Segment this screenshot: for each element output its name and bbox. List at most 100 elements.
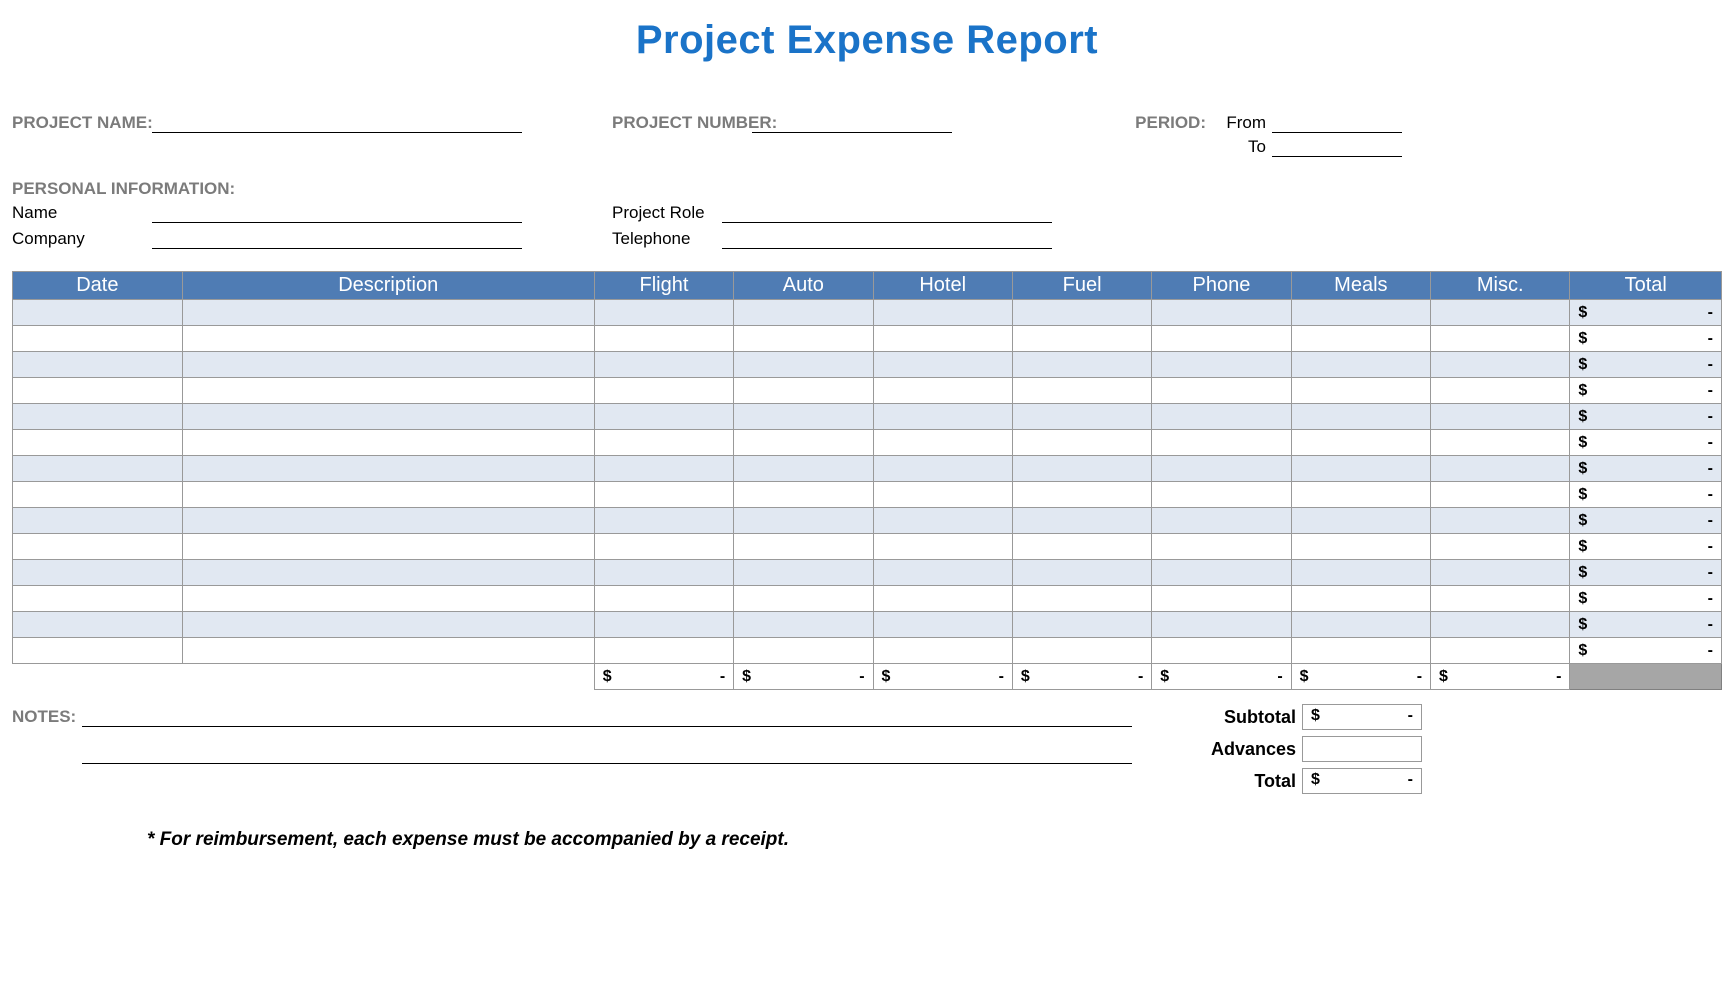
table-cell[interactable] bbox=[594, 404, 733, 430]
table-cell[interactable] bbox=[1291, 300, 1430, 326]
table-cell[interactable] bbox=[13, 378, 183, 404]
table-cell[interactable] bbox=[182, 456, 594, 482]
table-cell[interactable] bbox=[182, 404, 594, 430]
table-cell[interactable] bbox=[873, 430, 1012, 456]
table-cell[interactable] bbox=[873, 326, 1012, 352]
period-to-field[interactable] bbox=[1272, 137, 1402, 157]
table-cell[interactable] bbox=[1152, 326, 1291, 352]
table-cell[interactable] bbox=[1291, 612, 1430, 638]
table-cell[interactable] bbox=[1152, 352, 1291, 378]
table-cell[interactable] bbox=[734, 352, 873, 378]
table-cell[interactable] bbox=[182, 534, 594, 560]
table-cell[interactable] bbox=[873, 534, 1012, 560]
table-cell[interactable] bbox=[1012, 430, 1151, 456]
table-cell[interactable] bbox=[1431, 586, 1570, 612]
table-cell[interactable] bbox=[1152, 534, 1291, 560]
table-cell[interactable] bbox=[1152, 508, 1291, 534]
company-field[interactable] bbox=[152, 229, 522, 249]
table-cell[interactable] bbox=[873, 638, 1012, 664]
table-cell[interactable] bbox=[1012, 456, 1151, 482]
table-cell[interactable] bbox=[873, 378, 1012, 404]
table-cell[interactable] bbox=[1431, 508, 1570, 534]
table-cell[interactable] bbox=[1431, 612, 1570, 638]
table-cell[interactable] bbox=[182, 586, 594, 612]
table-cell[interactable] bbox=[594, 638, 733, 664]
table-cell[interactable] bbox=[182, 508, 594, 534]
table-cell[interactable] bbox=[13, 482, 183, 508]
table-cell[interactable] bbox=[13, 508, 183, 534]
table-cell[interactable] bbox=[734, 612, 873, 638]
table-cell[interactable] bbox=[13, 560, 183, 586]
table-cell[interactable] bbox=[1291, 638, 1430, 664]
table-cell[interactable] bbox=[13, 352, 183, 378]
table-cell[interactable] bbox=[1152, 638, 1291, 664]
table-cell[interactable] bbox=[873, 560, 1012, 586]
table-cell[interactable] bbox=[1152, 482, 1291, 508]
table-cell[interactable] bbox=[1152, 612, 1291, 638]
table-cell[interactable] bbox=[1291, 482, 1430, 508]
table-cell[interactable] bbox=[182, 482, 594, 508]
table-cell[interactable] bbox=[13, 638, 183, 664]
table-cell[interactable] bbox=[1012, 586, 1151, 612]
table-cell[interactable] bbox=[734, 404, 873, 430]
table-cell[interactable] bbox=[1431, 352, 1570, 378]
table-cell[interactable] bbox=[734, 456, 873, 482]
table-cell[interactable] bbox=[594, 378, 733, 404]
table-cell[interactable] bbox=[1012, 378, 1151, 404]
table-cell[interactable] bbox=[182, 352, 594, 378]
table-cell[interactable] bbox=[734, 378, 873, 404]
advances-value[interactable] bbox=[1302, 736, 1422, 762]
table-cell[interactable] bbox=[1431, 326, 1570, 352]
table-cell[interactable] bbox=[594, 456, 733, 482]
table-cell[interactable] bbox=[594, 534, 733, 560]
table-cell[interactable] bbox=[13, 456, 183, 482]
table-cell[interactable] bbox=[1152, 378, 1291, 404]
table-cell[interactable] bbox=[734, 430, 873, 456]
table-cell[interactable] bbox=[1291, 352, 1430, 378]
table-cell[interactable] bbox=[182, 560, 594, 586]
table-cell[interactable] bbox=[13, 326, 183, 352]
table-cell[interactable] bbox=[873, 612, 1012, 638]
table-cell[interactable] bbox=[182, 612, 594, 638]
table-cell[interactable] bbox=[1152, 586, 1291, 612]
table-cell[interactable] bbox=[1291, 508, 1430, 534]
table-cell[interactable] bbox=[734, 560, 873, 586]
table-cell[interactable] bbox=[594, 508, 733, 534]
table-cell[interactable] bbox=[1431, 378, 1570, 404]
table-cell[interactable] bbox=[1291, 326, 1430, 352]
table-cell[interactable] bbox=[1431, 300, 1570, 326]
table-cell[interactable] bbox=[1012, 300, 1151, 326]
table-cell[interactable] bbox=[594, 586, 733, 612]
project-number-field[interactable] bbox=[752, 113, 952, 133]
table-cell[interactable] bbox=[1431, 404, 1570, 430]
table-cell[interactable] bbox=[1152, 430, 1291, 456]
table-cell[interactable] bbox=[1012, 612, 1151, 638]
table-cell[interactable] bbox=[1431, 430, 1570, 456]
table-cell[interactable] bbox=[1431, 638, 1570, 664]
table-cell[interactable] bbox=[1152, 560, 1291, 586]
table-cell[interactable] bbox=[1152, 404, 1291, 430]
table-cell[interactable] bbox=[594, 560, 733, 586]
table-cell[interactable] bbox=[1012, 326, 1151, 352]
table-cell[interactable] bbox=[182, 326, 594, 352]
table-cell[interactable] bbox=[1012, 482, 1151, 508]
table-cell[interactable] bbox=[734, 300, 873, 326]
table-cell[interactable] bbox=[1291, 378, 1430, 404]
table-cell[interactable] bbox=[734, 534, 873, 560]
table-cell[interactable] bbox=[182, 638, 594, 664]
table-cell[interactable] bbox=[873, 404, 1012, 430]
table-cell[interactable] bbox=[1012, 638, 1151, 664]
table-cell[interactable] bbox=[13, 534, 183, 560]
table-cell[interactable] bbox=[182, 378, 594, 404]
table-cell[interactable] bbox=[594, 326, 733, 352]
table-cell[interactable] bbox=[594, 482, 733, 508]
table-cell[interactable] bbox=[13, 586, 183, 612]
table-cell[interactable] bbox=[13, 300, 183, 326]
table-cell[interactable] bbox=[1291, 534, 1430, 560]
table-cell[interactable] bbox=[1291, 586, 1430, 612]
table-cell[interactable] bbox=[734, 586, 873, 612]
notes-line-2[interactable] bbox=[82, 744, 1132, 764]
table-cell[interactable] bbox=[873, 482, 1012, 508]
table-cell[interactable] bbox=[182, 300, 594, 326]
table-cell[interactable] bbox=[1431, 482, 1570, 508]
